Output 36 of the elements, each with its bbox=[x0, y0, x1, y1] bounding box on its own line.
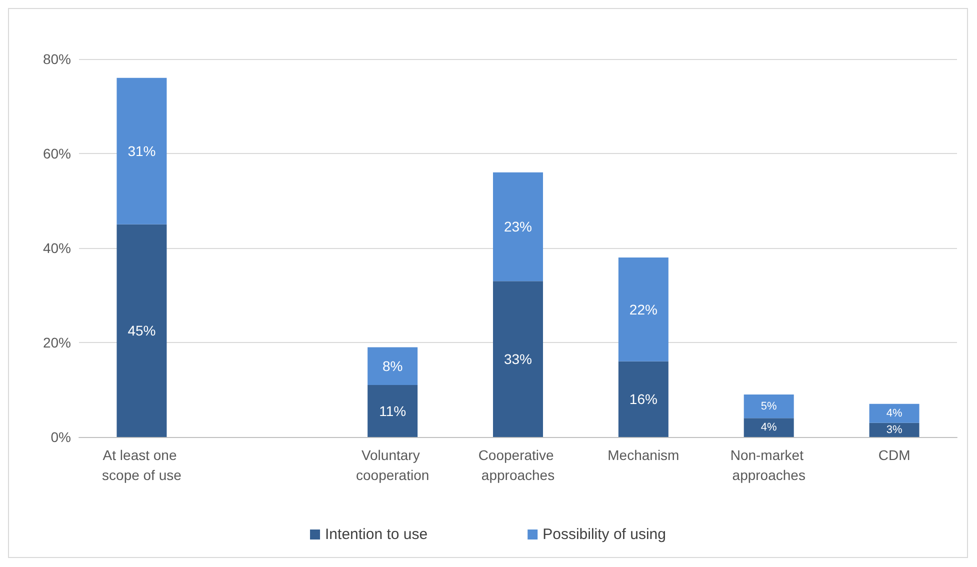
data-label: 45% bbox=[128, 322, 156, 339]
bar bbox=[116, 224, 167, 437]
x-tick-label: Non-market approaches bbox=[730, 447, 808, 483]
bar bbox=[116, 78, 167, 224]
x-tick-label: Cooperative approaches bbox=[478, 447, 558, 483]
x-tick-label: Voluntary cooperation bbox=[356, 447, 430, 483]
data-label: 23% bbox=[504, 218, 532, 235]
data-label: 5% bbox=[760, 400, 778, 412]
data-label: 31% bbox=[128, 143, 156, 160]
data-label: 4% bbox=[760, 422, 778, 434]
data-label: 16% bbox=[629, 391, 658, 408]
y-tick-label: 0% bbox=[50, 429, 71, 445]
bar bbox=[744, 418, 794, 437]
y-tick-label: 20% bbox=[42, 334, 71, 350]
x-tick-label: CDM bbox=[878, 447, 910, 463]
y-tick-label: 60% bbox=[42, 146, 71, 162]
y-tick-label: 40% bbox=[42, 240, 71, 256]
data-label: 22% bbox=[629, 301, 658, 318]
bar bbox=[869, 404, 920, 423]
bar bbox=[744, 394, 794, 418]
data-label: 8% bbox=[382, 358, 403, 374]
data-label: 4% bbox=[886, 407, 902, 420]
bar bbox=[618, 257, 668, 362]
bar bbox=[493, 172, 543, 282]
legend-label: Possibility of using bbox=[542, 526, 666, 543]
x-tick-label: Mechanism bbox=[608, 447, 680, 463]
bar bbox=[368, 385, 418, 437]
bar bbox=[618, 361, 668, 437]
data-label: 11% bbox=[379, 403, 406, 420]
bar bbox=[493, 281, 543, 437]
data-label: 3% bbox=[886, 424, 902, 436]
legend-label: Intention to use bbox=[325, 526, 428, 543]
y-tick-label: 80% bbox=[42, 51, 71, 67]
x-tick-label: At least one scope of use bbox=[102, 447, 182, 483]
data-label: 33% bbox=[504, 351, 532, 368]
bar bbox=[368, 347, 418, 386]
